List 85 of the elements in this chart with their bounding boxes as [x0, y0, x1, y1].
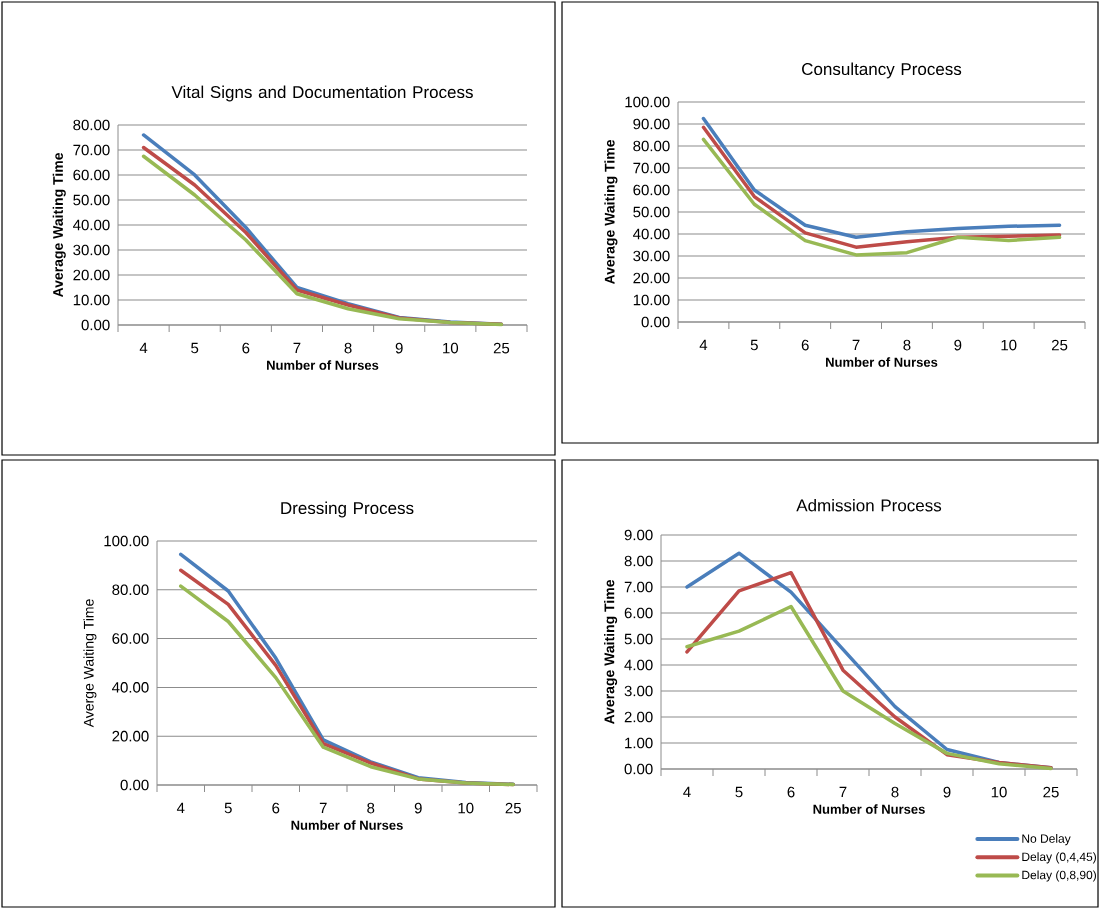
x-tick-label: 4: [683, 786, 691, 798]
y-tick-label: 40.00: [73, 219, 110, 231]
y-tick-label: 0.00: [641, 316, 670, 328]
y-tick-label: 2.00: [624, 711, 653, 723]
y-tick-label: 1.00: [625, 737, 653, 749]
x-tick-label: 8: [903, 339, 911, 351]
x-tick-label: 7: [852, 339, 860, 351]
chart-title: Vital Signs and Documentation Process: [171, 85, 473, 102]
x-tick-label: 6: [242, 342, 250, 354]
x-tick-label: 7: [839, 786, 847, 798]
y-tick-label: 100.00: [625, 96, 670, 108]
x-tick-label: 9: [414, 802, 422, 814]
x-axis-title: Number of Nurses: [291, 820, 403, 830]
x-axis-title: Number of Nurses: [813, 804, 925, 814]
x-tick-label: 8: [891, 786, 899, 798]
y-tick-label: 30.00: [633, 250, 670, 262]
x-tick-label: 5: [750, 339, 758, 351]
y-tick-label: 10.00: [73, 294, 110, 306]
y-tick-label: 60.00: [633, 184, 670, 196]
x-tick-label: 4: [139, 342, 148, 354]
x-tick-label: 8: [367, 802, 375, 814]
y-tick-label: 20.00: [633, 272, 670, 284]
y-tick-label: 6.00: [624, 607, 653, 619]
y-tick-label: 80.00: [112, 584, 149, 596]
legend-label: Delay (0,4,45): [1022, 852, 1096, 864]
x-tick-label: 5: [224, 802, 232, 814]
x-tick-label: 6: [801, 339, 809, 351]
y-tick-label: 90.00: [633, 118, 670, 130]
line-series: [701, 137, 1062, 257]
y-tick-label: 80.00: [73, 119, 110, 131]
y-tick-label: 40.00: [112, 682, 149, 693]
y-tick-label: 9.00: [624, 529, 653, 541]
x-tick-label: 10: [458, 802, 474, 814]
y-tick-label: 20.00: [112, 730, 149, 742]
x-tick-label: 5: [191, 342, 199, 354]
y-tick-label: 3.00: [624, 685, 653, 697]
y-tick-label: 70.00: [73, 144, 110, 156]
y-tick-label: 5.00: [624, 633, 653, 645]
y-tick-label: 20.00: [73, 269, 110, 281]
x-tick-label: 4: [699, 339, 708, 351]
y-tick-label: 8.00: [624, 555, 653, 567]
y-tick-label: 0.00: [624, 763, 653, 775]
y-tick-label: 100.00: [104, 535, 149, 547]
x-tick-label: 25: [1051, 339, 1068, 351]
legend-label: No Delay: [1022, 834, 1071, 846]
x-tick-label: 8: [344, 342, 352, 354]
y-tick-label: 0.00: [120, 779, 149, 791]
y-axis-title: Average Waiting Time: [604, 579, 618, 725]
line-series: [685, 604, 1053, 771]
x-tick-label: 7: [293, 342, 301, 354]
x-tick-label: 9: [954, 339, 962, 351]
x-tick-label: 25: [1043, 786, 1059, 798]
y-tick-label: 0.00: [81, 319, 110, 331]
y-tick-label: 30.00: [73, 244, 110, 256]
x-tick-label: 6: [787, 786, 795, 798]
y-tick-label: 70.00: [633, 162, 670, 174]
y-axis-title: Averge Waiting Time: [83, 599, 97, 728]
x-axis-title: Number of Nurses: [267, 360, 379, 370]
y-axis-title: Average Waiting Time: [52, 152, 66, 298]
legend-label: Delay (0,8,90): [1022, 870, 1096, 882]
x-tick-label: 10: [443, 342, 459, 354]
x-tick-label: 25: [493, 342, 510, 354]
x-tick-label: 4: [176, 802, 185, 814]
chart-title: Admission Process: [796, 498, 942, 512]
y-tick-label: 60.00: [112, 633, 149, 644]
y-axis-title: Average Waiting Time: [604, 139, 618, 285]
chart-title: Dressing Process: [281, 501, 414, 518]
x-tick-label: 25: [505, 802, 521, 814]
y-tick-label: 7.00: [624, 581, 653, 593]
y-tick-label: 10.00: [633, 294, 670, 306]
x-tick-label: 10: [1001, 339, 1017, 351]
y-tick-label: 60.00: [73, 169, 110, 181]
y-tick-label: 50.00: [633, 206, 670, 218]
x-tick-label: 7: [319, 802, 327, 814]
chart-title: Consultancy Process: [802, 62, 962, 79]
y-tick-label: 50.00: [73, 194, 110, 206]
x-tick-label: 6: [272, 802, 280, 814]
x-tick-label: 5: [735, 786, 743, 798]
x-axis-title: Number of Nurses: [826, 357, 938, 367]
x-tick-label: 9: [943, 786, 951, 798]
x-tick-label: 9: [395, 342, 403, 354]
y-tick-label: 80.00: [633, 140, 670, 152]
x-tick-label: 10: [991, 786, 1007, 798]
y-tick-label: 4.00: [624, 659, 653, 671]
y-tick-label: 40.00: [633, 228, 670, 240]
